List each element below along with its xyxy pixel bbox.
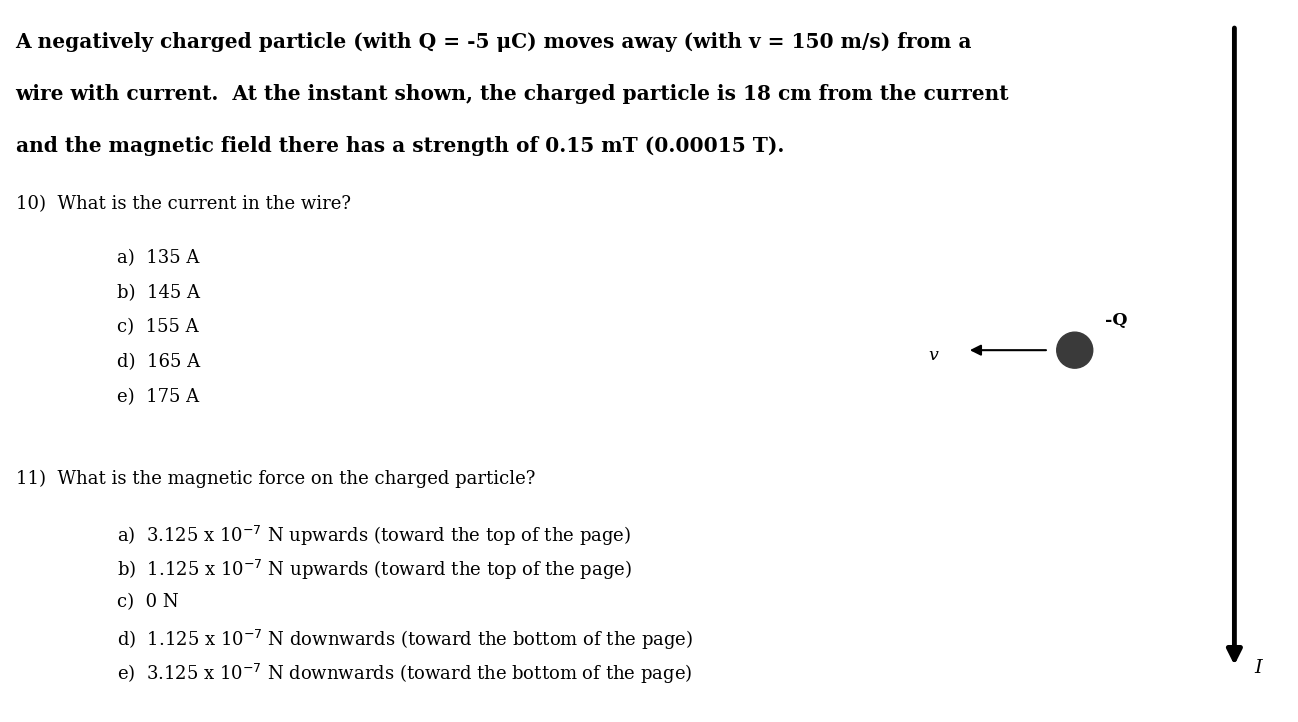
Text: e)  3.125 x 10$^{-7}$ N downwards (toward the bottom of the page): e) 3.125 x 10$^{-7}$ N downwards (toward…: [117, 662, 692, 686]
Text: v: v: [928, 347, 938, 364]
Text: wire with current.  At the instant shown, the charged particle is 18 cm from the: wire with current. At the instant shown,…: [16, 84, 1009, 105]
Text: b)  1.125 x 10$^{-7}$ N upwards (toward the top of the page): b) 1.125 x 10$^{-7}$ N upwards (toward t…: [117, 558, 632, 582]
Text: I: I: [1254, 659, 1262, 677]
Text: 10)  What is the current in the wire?: 10) What is the current in the wire?: [16, 195, 350, 213]
Text: A negatively charged particle (with Q = -5 μC) moves away (with v = 150 m/s) fro: A negatively charged particle (with Q = …: [16, 32, 972, 53]
Text: a)  135 A: a) 135 A: [117, 249, 199, 267]
Text: c)  0 N: c) 0 N: [117, 593, 178, 611]
Text: and the magnetic field there has a strength of 0.15 mT (0.00015 T).: and the magnetic field there has a stren…: [16, 136, 784, 157]
Text: a)  3.125 x 10$^{-7}$ N upwards (toward the top of the page): a) 3.125 x 10$^{-7}$ N upwards (toward t…: [117, 523, 631, 547]
Text: c)  155 A: c) 155 A: [117, 318, 199, 336]
Text: b)  145 A: b) 145 A: [117, 284, 200, 302]
Text: e)  175 A: e) 175 A: [117, 388, 199, 406]
Ellipse shape: [1057, 332, 1093, 368]
Text: 11)  What is the magnetic force on the charged particle?: 11) What is the magnetic force on the ch…: [16, 469, 535, 487]
Text: -Q: -Q: [1105, 311, 1127, 329]
Text: d)  165 A: d) 165 A: [117, 353, 200, 371]
Text: d)  1.125 x 10$^{-7}$ N downwards (toward the bottom of the page): d) 1.125 x 10$^{-7}$ N downwards (toward…: [117, 627, 693, 651]
